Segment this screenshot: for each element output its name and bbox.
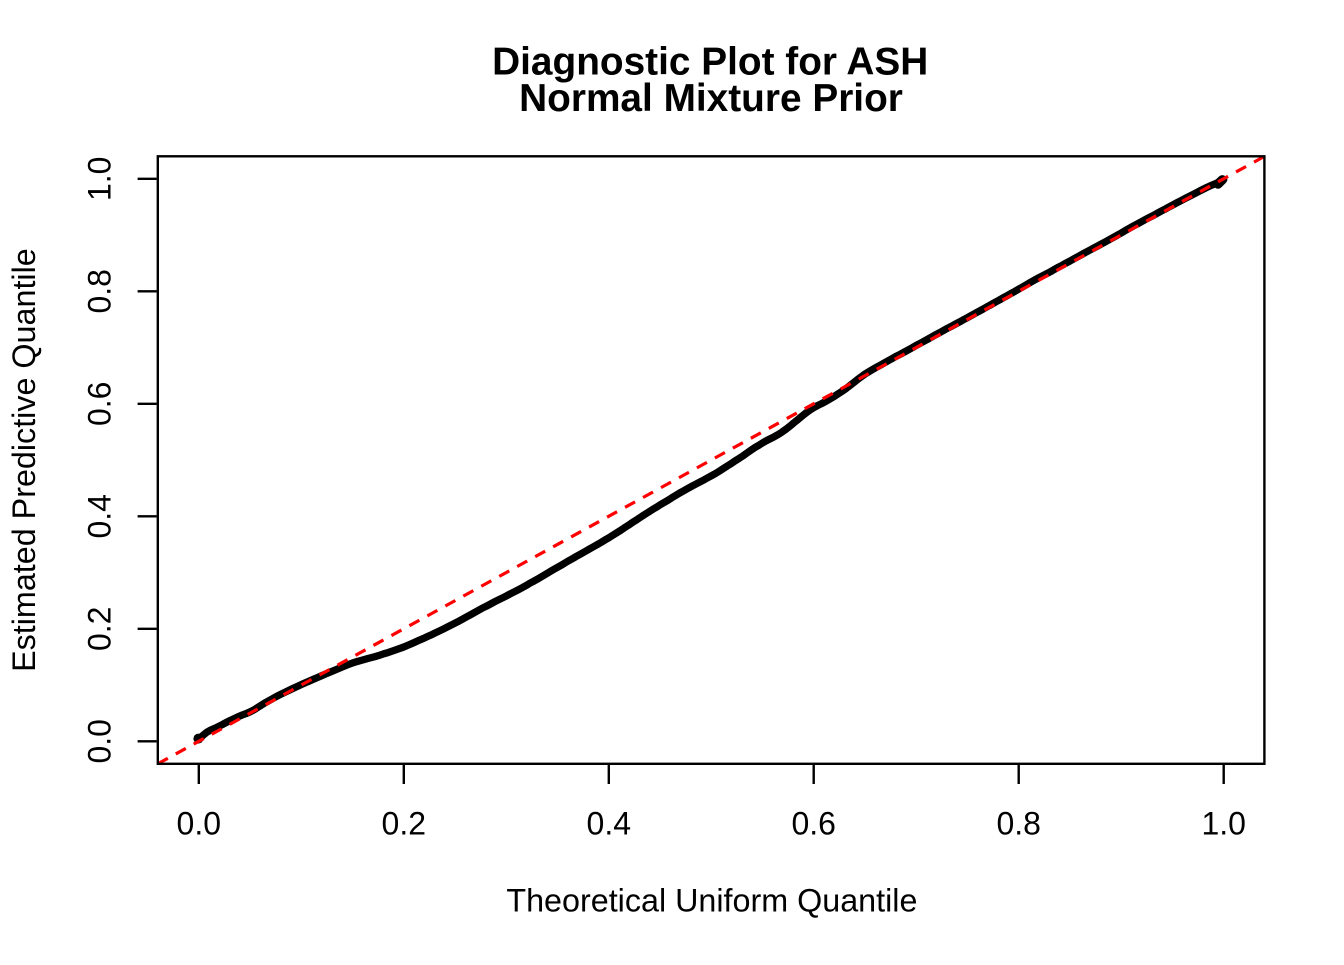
svg-text:Estimated Predictive Quantile: Estimated Predictive Quantile xyxy=(6,248,42,672)
svg-text:0.8: 0.8 xyxy=(82,269,118,313)
svg-text:0.2: 0.2 xyxy=(382,806,426,842)
svg-text:Theoretical Uniform Quantile: Theoretical Uniform Quantile xyxy=(506,883,917,919)
svg-text:0.0: 0.0 xyxy=(177,806,221,842)
svg-text:Normal Mixture Prior: Normal Mixture Prior xyxy=(519,77,903,120)
svg-text:0.4: 0.4 xyxy=(82,494,118,538)
svg-text:Diagnostic Plot for ASH: Diagnostic Plot for ASH xyxy=(492,40,928,83)
svg-text:0.0: 0.0 xyxy=(82,719,118,763)
svg-text:0.8: 0.8 xyxy=(996,806,1040,842)
svg-text:1.0: 1.0 xyxy=(82,157,118,201)
svg-text:0.6: 0.6 xyxy=(791,806,835,842)
svg-text:0.6: 0.6 xyxy=(82,382,118,426)
svg-text:0.4: 0.4 xyxy=(587,806,631,842)
svg-text:0.2: 0.2 xyxy=(82,607,118,651)
svg-text:1.0: 1.0 xyxy=(1201,806,1245,842)
